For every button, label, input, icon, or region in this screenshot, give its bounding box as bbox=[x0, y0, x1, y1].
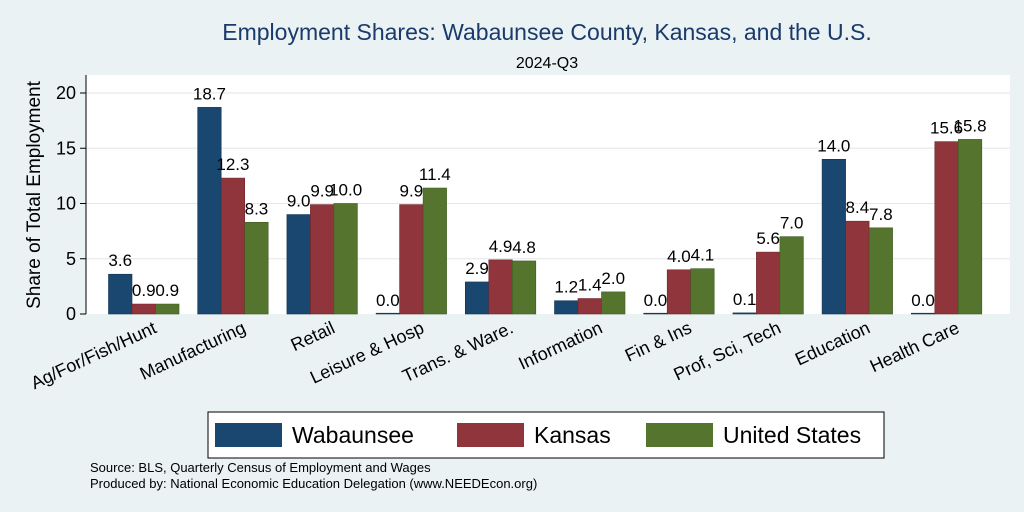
data-label: 4.8 bbox=[512, 238, 536, 257]
bar bbox=[756, 251, 781, 315]
bar bbox=[643, 312, 668, 315]
data-label: 0.9 bbox=[155, 281, 179, 300]
data-label: 4.1 bbox=[691, 246, 715, 265]
data-label: 7.0 bbox=[780, 214, 804, 233]
bar bbox=[511, 260, 537, 315]
data-label: 10.0 bbox=[329, 181, 362, 200]
legend-swatch bbox=[646, 423, 713, 447]
bar bbox=[554, 300, 579, 315]
bar bbox=[601, 291, 626, 315]
chart-subtitle: 2024-Q3 bbox=[516, 55, 578, 72]
data-label: 9.9 bbox=[400, 182, 424, 201]
bar bbox=[375, 312, 400, 315]
data-label: 15.8 bbox=[954, 116, 987, 135]
data-label: 8.3 bbox=[245, 199, 269, 218]
legend-swatch bbox=[457, 423, 524, 447]
bar bbox=[690, 268, 715, 315]
data-label: 0.0 bbox=[376, 291, 400, 310]
y-tick-label: 15 bbox=[56, 138, 76, 158]
bar bbox=[732, 312, 757, 315]
bar bbox=[577, 298, 602, 315]
y-tick-label: 0 bbox=[66, 304, 76, 324]
bar bbox=[957, 139, 983, 315]
data-label: 12.3 bbox=[216, 155, 249, 174]
data-label: 15.6 bbox=[930, 119, 963, 138]
bar bbox=[422, 187, 447, 315]
data-label: 14.0 bbox=[817, 136, 850, 155]
legend-swatch bbox=[215, 423, 282, 447]
bar bbox=[131, 303, 156, 315]
bars bbox=[108, 107, 983, 315]
y-tick-label: 20 bbox=[56, 83, 76, 103]
legend-label: United States bbox=[723, 422, 861, 448]
data-label: 9.9 bbox=[310, 182, 334, 201]
bar bbox=[197, 107, 222, 315]
bar bbox=[108, 273, 133, 315]
data-label: 7.8 bbox=[869, 205, 893, 224]
chart-title: Employment Shares: Wabaunsee County, Kan… bbox=[222, 19, 871, 45]
bar bbox=[244, 221, 269, 315]
data-label: 2.9 bbox=[465, 259, 489, 278]
data-label: 11.4 bbox=[419, 165, 451, 184]
data-label: 1.2 bbox=[554, 278, 578, 297]
bar bbox=[399, 204, 424, 315]
data-label: 9.0 bbox=[287, 192, 311, 211]
data-label: 0.1 bbox=[733, 290, 757, 309]
bar bbox=[333, 203, 358, 315]
y-tick-label: 5 bbox=[66, 249, 76, 269]
legend: Wabaunsee Kansas United States bbox=[207, 411, 885, 459]
bar bbox=[666, 269, 692, 315]
data-label: 4.9 bbox=[489, 237, 513, 256]
bar bbox=[286, 214, 311, 315]
bar bbox=[488, 259, 513, 315]
data-label: 1.4 bbox=[578, 276, 602, 295]
source-note: Source: BLS, Quarterly Census of Employm… bbox=[90, 460, 431, 475]
bar bbox=[464, 281, 490, 315]
bar bbox=[779, 236, 804, 315]
data-label: 4.0 bbox=[667, 247, 691, 266]
bar bbox=[868, 227, 893, 315]
data-label: 0.0 bbox=[644, 291, 668, 310]
producer-note: Produced by: National Economic Education… bbox=[90, 476, 537, 491]
legend-label: Wabaunsee bbox=[292, 422, 414, 448]
y-tick-label: 10 bbox=[56, 194, 76, 214]
bar bbox=[845, 220, 870, 315]
data-label: 0.9 bbox=[132, 281, 156, 300]
data-label: 18.7 bbox=[193, 84, 226, 103]
bar bbox=[821, 159, 846, 315]
data-label: 0.0 bbox=[911, 291, 935, 310]
data-label: 2.0 bbox=[601, 269, 625, 288]
bar bbox=[310, 204, 335, 315]
data-label: 3.6 bbox=[108, 251, 132, 270]
bar bbox=[910, 312, 936, 315]
bar bbox=[220, 177, 245, 315]
data-label: 8.4 bbox=[846, 198, 870, 217]
bar bbox=[934, 141, 959, 315]
bar bbox=[155, 303, 180, 315]
data-labels: 3.6 18.7 9.0 0.0 2.9 1.2 0.0 0.1 14.0 0.0 0.9 12.3 9… bbox=[108, 84, 986, 310]
legend-box bbox=[207, 411, 885, 459]
y-ticks: 0 5 10 15 20 bbox=[56, 83, 86, 324]
data-label: 5.6 bbox=[756, 229, 780, 248]
legend-label: Kansas bbox=[534, 422, 611, 448]
y-axis-label: Share of Total Employment bbox=[24, 80, 45, 308]
